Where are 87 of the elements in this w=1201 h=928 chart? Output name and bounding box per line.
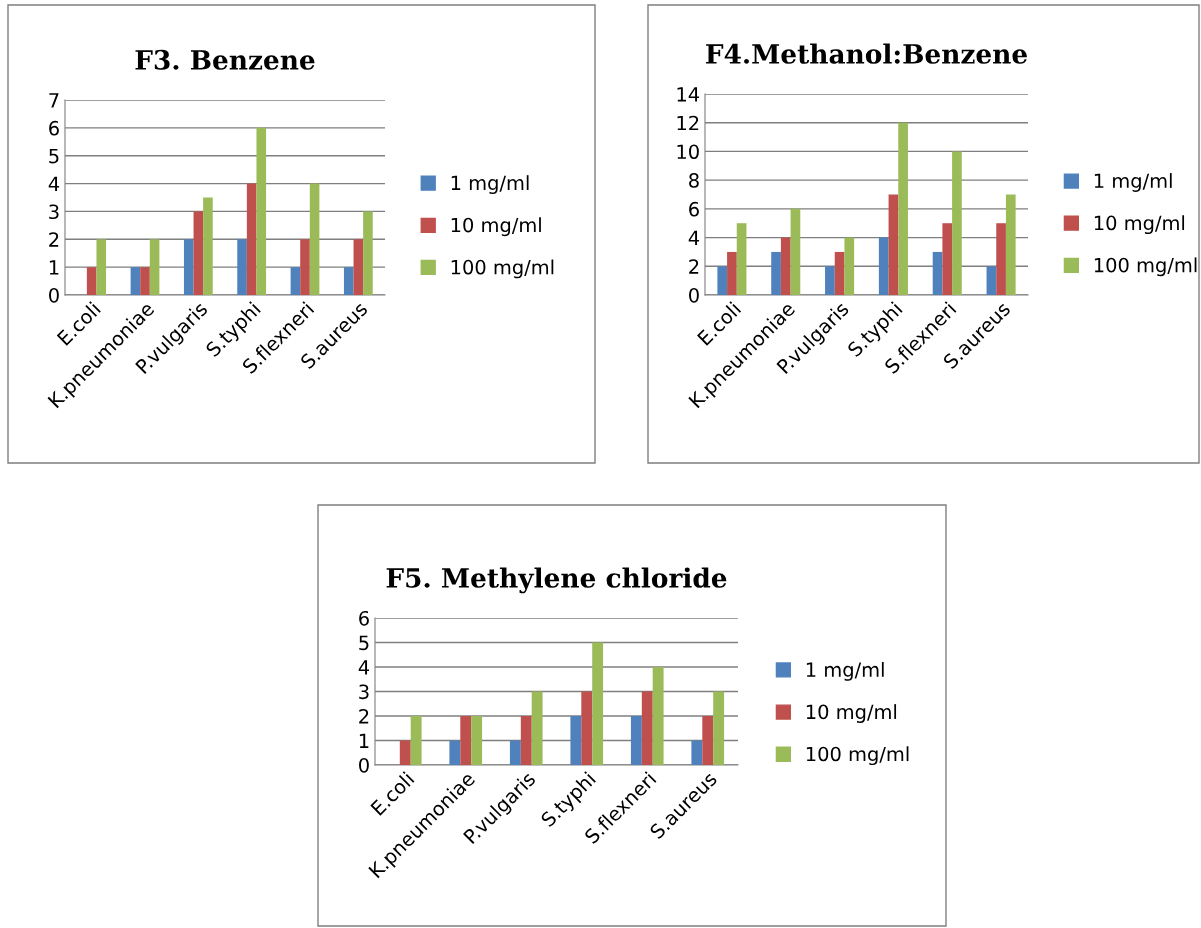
bar bbox=[520, 716, 532, 765]
chart-title: F5. Methylene chloride bbox=[386, 567, 727, 594]
bar bbox=[736, 223, 747, 295]
legend-label: 100 mg/ml bbox=[451, 259, 554, 279]
chart-title: F4.Methanol:Benzene bbox=[706, 43, 1027, 64]
bar bbox=[183, 239, 194, 295]
bar bbox=[790, 208, 801, 295]
bar bbox=[237, 239, 247, 295]
bar bbox=[986, 266, 997, 295]
bar bbox=[353, 239, 364, 295]
y-tick-label: 0 bbox=[359, 757, 369, 773]
bar bbox=[581, 691, 593, 765]
y-tick-label: 14 bbox=[677, 87, 700, 102]
bar bbox=[630, 716, 642, 765]
bar bbox=[290, 267, 301, 295]
bar bbox=[780, 237, 791, 295]
bar bbox=[246, 183, 257, 295]
y-tick-label: 10 bbox=[677, 144, 699, 160]
y-tick-label: 3 bbox=[49, 204, 59, 220]
bar bbox=[193, 211, 204, 295]
bar bbox=[343, 267, 354, 295]
y-tick-label: 2 bbox=[359, 708, 369, 724]
bar bbox=[363, 211, 373, 295]
legend-label: 1 mg/ml bbox=[451, 175, 529, 195]
bar bbox=[641, 691, 653, 765]
bar bbox=[691, 740, 703, 765]
legend-label: 100 mg/ml bbox=[1094, 257, 1197, 277]
bar bbox=[449, 740, 461, 765]
bar bbox=[410, 716, 422, 765]
bar bbox=[509, 740, 521, 765]
bar bbox=[96, 239, 107, 295]
y-tick-label: 6 bbox=[359, 610, 369, 626]
y-tick-label: 5 bbox=[49, 148, 59, 164]
bar bbox=[471, 716, 483, 765]
legend-label: 1 mg/ml bbox=[1094, 173, 1172, 192]
bar bbox=[702, 716, 714, 765]
bar bbox=[844, 237, 855, 295]
legend-label: 10 mg/ml bbox=[1094, 215, 1185, 235]
y-tick-label: 0 bbox=[689, 287, 699, 303]
bar bbox=[399, 740, 411, 765]
y-tick-label: 0 bbox=[49, 287, 59, 303]
y-tick-label: 1 bbox=[359, 733, 369, 748]
legend-label: 10 mg/ml bbox=[806, 704, 897, 723]
y-tick-label: 1 bbox=[49, 260, 59, 275]
bar bbox=[996, 223, 1006, 295]
bar bbox=[932, 251, 943, 295]
bar bbox=[203, 197, 213, 295]
bar bbox=[531, 691, 543, 765]
y-tick-label: 2 bbox=[49, 232, 59, 247]
bar bbox=[942, 223, 953, 295]
y-tick-label: 3 bbox=[359, 684, 369, 700]
bar bbox=[460, 716, 472, 765]
y-tick-label: 12 bbox=[677, 115, 699, 131]
bar bbox=[878, 237, 889, 295]
y-tick-label: 6 bbox=[689, 201, 699, 217]
bar bbox=[825, 266, 835, 295]
y-tick-label: 4 bbox=[688, 230, 700, 245]
bar bbox=[727, 251, 737, 295]
bar bbox=[300, 239, 310, 295]
y-tick-label: 2 bbox=[689, 259, 699, 274]
chart-title: F3. Benzene bbox=[135, 49, 315, 70]
y-tick-label: 4 bbox=[358, 660, 370, 675]
y-tick-label: 5 bbox=[359, 635, 369, 651]
bar bbox=[149, 239, 160, 295]
bar bbox=[86, 267, 97, 295]
bar bbox=[309, 183, 320, 295]
bar bbox=[898, 122, 908, 295]
bar bbox=[130, 267, 141, 295]
bar bbox=[888, 194, 899, 295]
y-tick-label: 7 bbox=[49, 93, 59, 108]
bar bbox=[256, 127, 267, 295]
legend-label: 10 mg/ml bbox=[451, 217, 541, 237]
bar bbox=[1005, 194, 1016, 295]
legend-label: 100 mg/ml bbox=[806, 746, 909, 766]
bar bbox=[771, 251, 781, 295]
y-tick-label: 6 bbox=[49, 120, 59, 136]
bar bbox=[592, 642, 604, 765]
y-tick-label: 4 bbox=[48, 176, 60, 191]
bar bbox=[652, 667, 664, 765]
y-tick-label: 8 bbox=[689, 173, 699, 188]
bar bbox=[834, 251, 845, 295]
legend-label: 1 mg/ml bbox=[806, 661, 884, 681]
bar bbox=[717, 266, 728, 295]
bar bbox=[140, 267, 150, 295]
bar bbox=[952, 151, 962, 295]
bar bbox=[570, 716, 582, 765]
bar bbox=[713, 691, 725, 765]
